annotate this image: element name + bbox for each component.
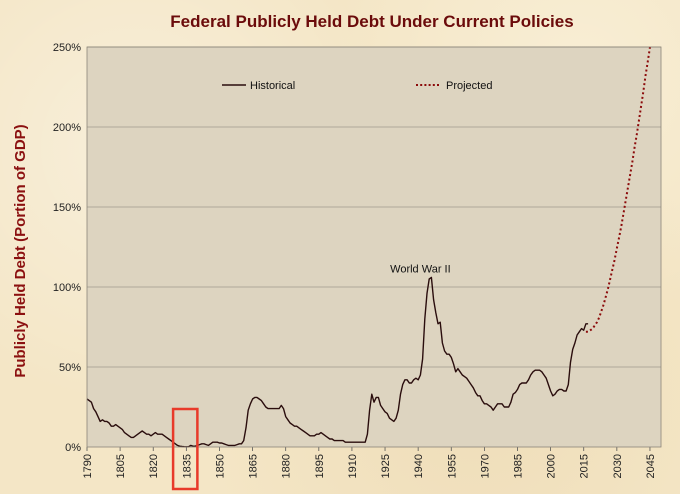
legend-label-historical: Historical bbox=[250, 80, 295, 92]
chart-title: Federal Publicly Held Debt Under Current… bbox=[170, 12, 573, 31]
x-tick-label: 1850 bbox=[214, 454, 226, 478]
x-tick-label: 1790 bbox=[82, 454, 94, 478]
annotation-world-war-ii: World War II bbox=[390, 264, 451, 276]
y-tick-label: 50% bbox=[59, 362, 81, 374]
x-tick-label: 1880 bbox=[281, 454, 293, 478]
x-tick-label: 1925 bbox=[380, 454, 392, 478]
x-tick-label: 1910 bbox=[347, 454, 359, 478]
x-tick-label: 1985 bbox=[513, 454, 525, 478]
y-tick-labels: 0% 50% 100% 150% 200% 250% bbox=[53, 42, 81, 454]
y-tick-label: 0% bbox=[65, 442, 81, 454]
x-tick-label: 1970 bbox=[479, 454, 491, 478]
legend: Historical Projected bbox=[222, 80, 492, 92]
x-tick-label: 1805 bbox=[115, 454, 127, 478]
y-tick-label: 250% bbox=[53, 42, 81, 54]
x-tick-label: 1940 bbox=[413, 454, 425, 478]
plot-frame bbox=[86, 46, 662, 448]
series-line-historical bbox=[86, 276, 589, 448]
y-axis-label: Publicly Held Debt (Portion of GDP) bbox=[12, 124, 29, 377]
legend-label-projected: Projected bbox=[446, 80, 492, 92]
x-tick-label: 2045 bbox=[645, 454, 657, 478]
plot-area bbox=[87, 47, 661, 447]
x-tick-label: 1865 bbox=[248, 454, 260, 478]
x-tick-label: 2030 bbox=[612, 454, 624, 478]
x-tick-label: 1955 bbox=[446, 454, 458, 478]
x-tick-label: 1895 bbox=[314, 454, 326, 478]
x-tick-labels: 1790 1805 1820 1835 1850 1865 1880 1895 1910 1925… bbox=[82, 447, 657, 478]
series-line-projected bbox=[585, 46, 651, 333]
x-tick-label: 1835 bbox=[181, 454, 193, 478]
x-tick-label: 1820 bbox=[148, 454, 160, 478]
y-tick-label: 200% bbox=[53, 122, 81, 134]
y-tick-label: 150% bbox=[53, 202, 81, 214]
x-tick-label: 2000 bbox=[546, 454, 558, 478]
series-layer bbox=[86, 46, 651, 448]
highlight-box bbox=[171, 407, 199, 491]
y-tick-label: 100% bbox=[53, 282, 81, 294]
x-tick-label: 2015 bbox=[579, 454, 591, 478]
